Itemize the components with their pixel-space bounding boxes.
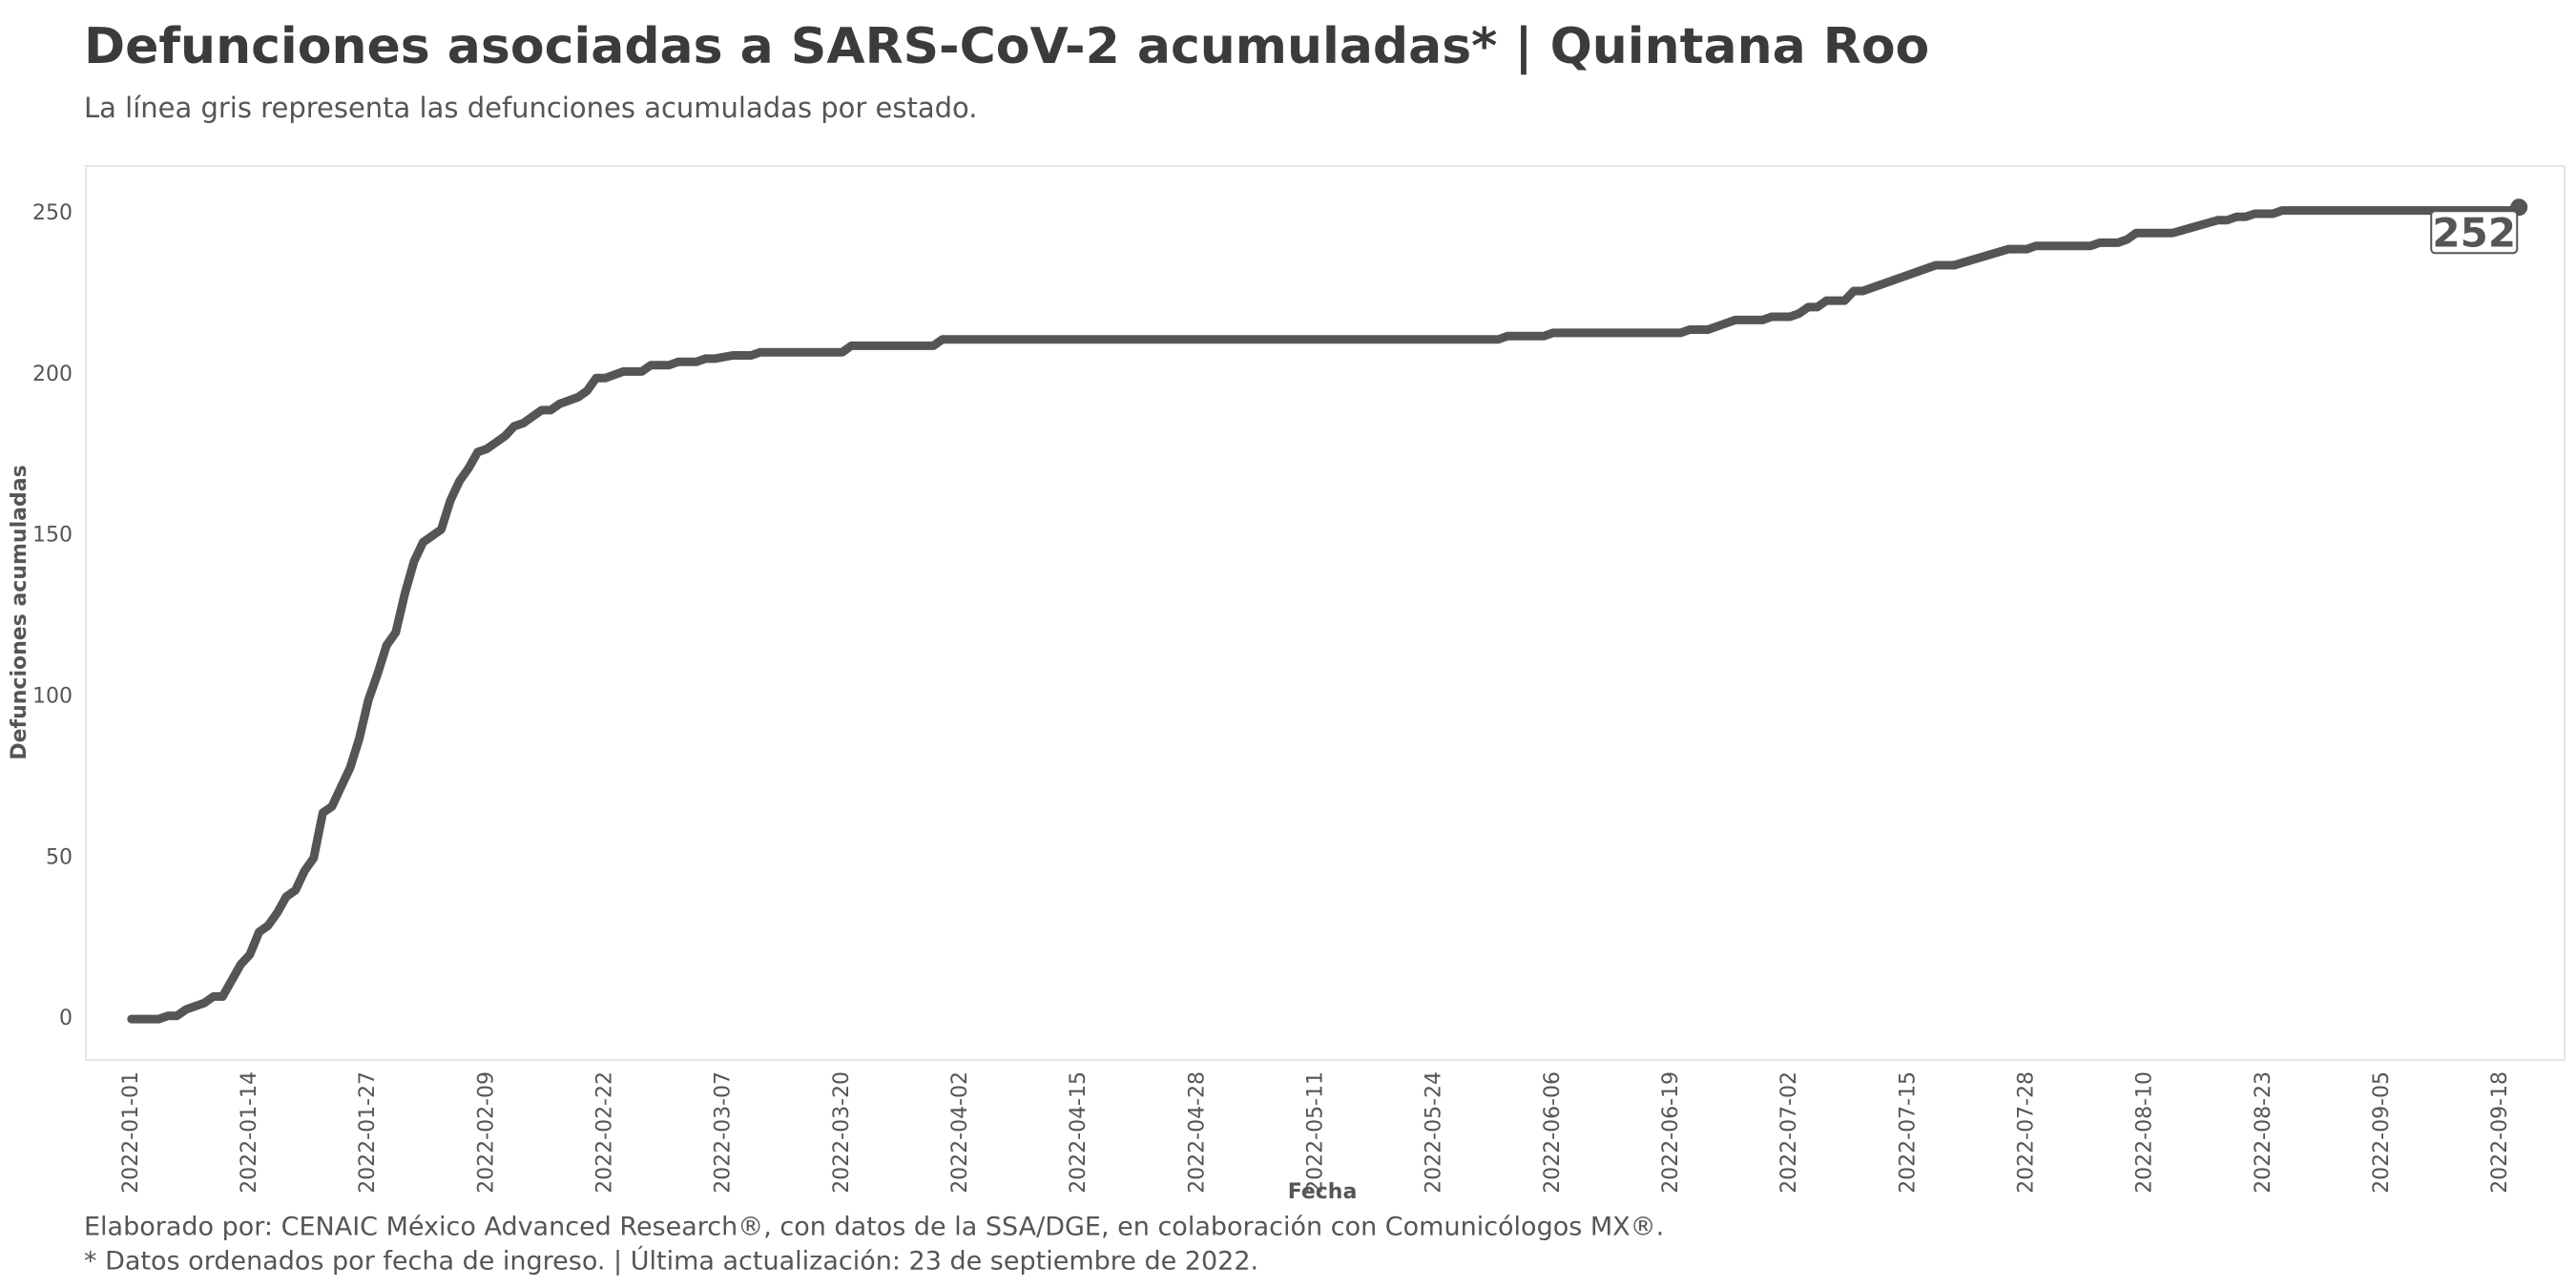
chart-title: Defunciones asociadas a SARS-CoV-2 acumu… (84, 18, 1929, 75)
caption: Elaborado por: CENAIC México Advanced Re… (84, 1213, 1664, 1242)
y-tick-label: 150 (32, 524, 73, 548)
y-tick-label: 100 (32, 684, 73, 708)
x-tick-label: 2022-09-05 (2370, 1071, 2394, 1194)
x-tick-label: 2022-09-18 (2488, 1071, 2512, 1194)
x-tick-label: 2022-07-02 (1777, 1071, 1801, 1194)
x-tick-label: 2022-04-15 (1067, 1071, 1091, 1194)
x-axis-title: Fecha (1288, 1180, 1358, 1204)
y-tick-label: 50 (46, 845, 73, 869)
x-tick-label: 2022-04-02 (948, 1071, 972, 1194)
x-tick-label: 2022-07-15 (1896, 1071, 1920, 1194)
x-tick-label: 2022-06-19 (1659, 1071, 1683, 1194)
x-tick-label: 2022-02-22 (592, 1071, 616, 1194)
x-tick-label: 2022-08-23 (2252, 1071, 2275, 1194)
end-label: 252 (2432, 210, 2516, 257)
x-tick-label: 2022-05-24 (1423, 1071, 1446, 1194)
plot-frame (85, 165, 2566, 1061)
x-tick-label: 2022-03-07 (712, 1071, 736, 1194)
x-tick-label: 2022-01-27 (356, 1071, 380, 1194)
x-tick-label: 2022-04-28 (1185, 1071, 1209, 1194)
x-tick-label: 2022-02-09 (474, 1071, 498, 1194)
x-tick-label: 2022-01-01 (119, 1071, 143, 1194)
caption: * Datos ordenados por fecha de ingreso. … (84, 1246, 1258, 1277)
x-tick-label: 2022-06-06 (1541, 1071, 1565, 1194)
y-axis-title: Defunciones acumuladas (8, 465, 31, 759)
data-line (127, 202, 2524, 1024)
x-tick-label: 2022-01-14 (238, 1071, 261, 1194)
y-tick-label: 250 (32, 201, 73, 225)
y-tick-label: 200 (32, 363, 73, 386)
x-tick-label: 2022-05-11 (1303, 1071, 1327, 1194)
y-tick-label: 0 (59, 1007, 73, 1030)
chart-subtitle: La línea gris representa las defunciones… (84, 92, 978, 124)
x-tick-label: 2022-08-10 (2133, 1071, 2157, 1194)
end-label-box (2430, 210, 2519, 255)
x-tick-label: 2022-03-20 (830, 1071, 854, 1194)
x-tick-label: 2022-07-28 (2014, 1071, 2038, 1194)
